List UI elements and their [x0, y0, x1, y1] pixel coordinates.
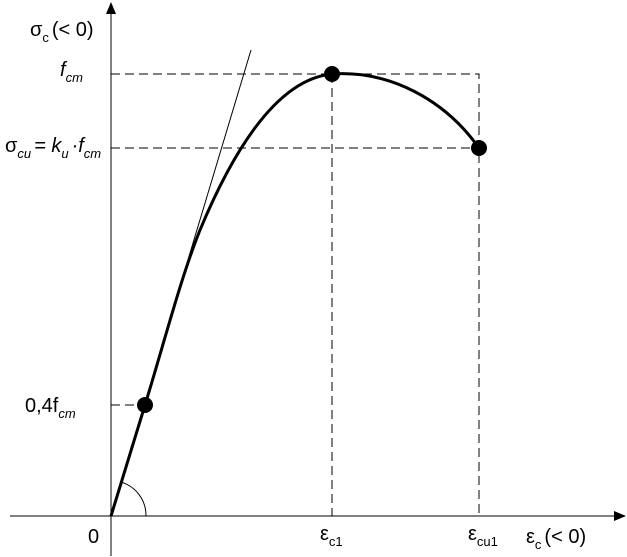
04fcm-label: 0,4fcm	[25, 395, 76, 421]
y-axis-label: σc (< 0)	[30, 19, 94, 45]
angle-arc	[120, 481, 147, 517]
origin-label: 0	[88, 526, 99, 548]
fcm-label: fcm	[60, 59, 83, 85]
stress-strain-curve	[109, 72, 481, 517]
x-axis-label: εc (< 0)	[526, 526, 586, 552]
eps-c1-label: εc1	[320, 523, 343, 549]
guide-fcm	[111, 73, 480, 516]
point-ultimate	[471, 140, 487, 156]
point-peak	[324, 66, 340, 82]
point-04fcm	[137, 397, 153, 413]
eps-cu1-label: εcu1	[468, 523, 498, 549]
sigma-cu-label: σcu = ku ·fcm	[5, 135, 101, 161]
